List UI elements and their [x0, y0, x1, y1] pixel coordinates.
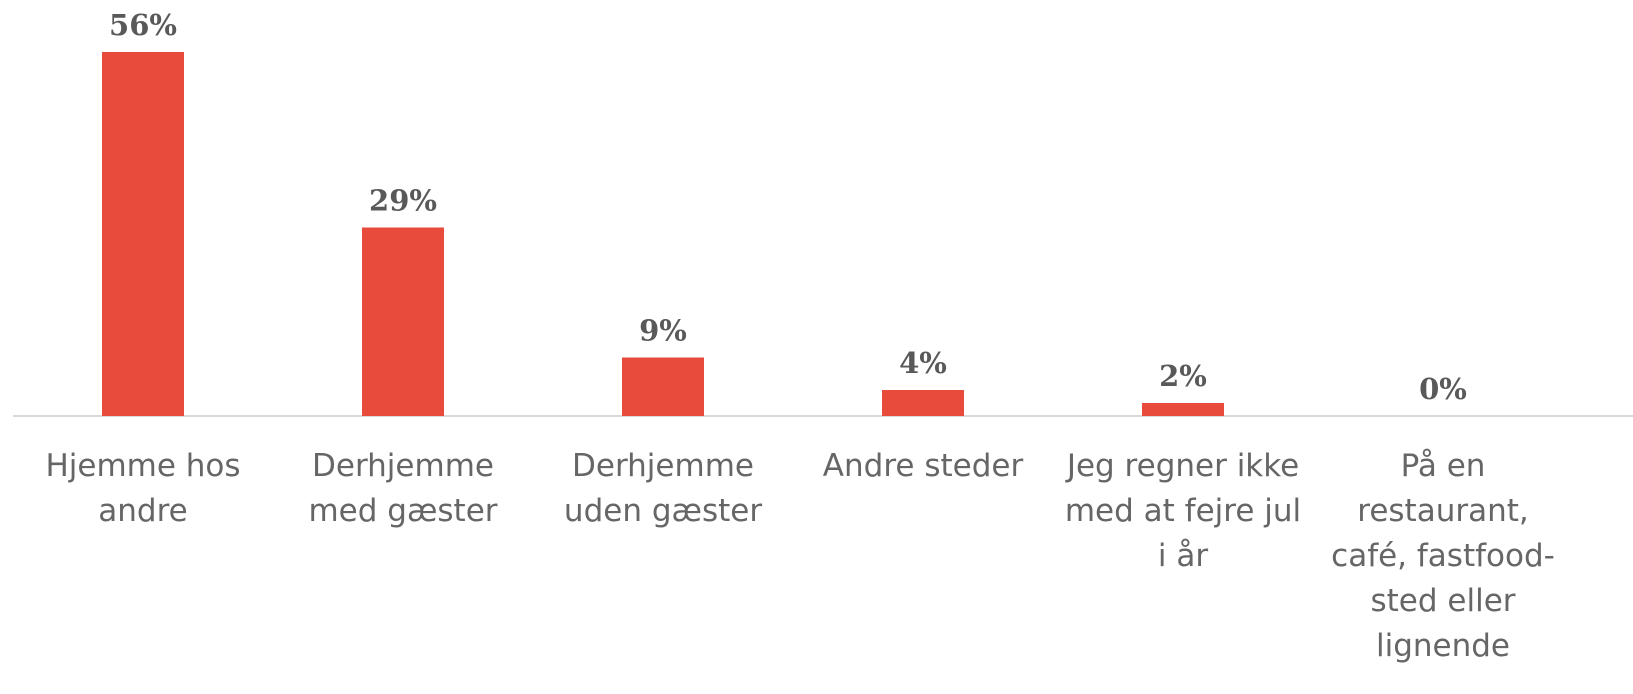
value-label: 29%: [369, 184, 437, 218]
bar: [622, 357, 704, 416]
value-label: 56%: [109, 8, 177, 42]
value-label: 2%: [1159, 359, 1207, 393]
x-tick-label: På en restaurant, café, fastfood-sted el…: [1331, 448, 1555, 664]
x-tick-label: Jeg regner ikke med at fejre jul i år: [1064, 448, 1302, 574]
x-tick-label: Derhjemme med gæster: [308, 448, 498, 529]
value-label: 9%: [639, 314, 687, 348]
x-tick-label: Hjemme hos andre: [45, 448, 241, 529]
bar: [362, 227, 444, 416]
bar: [1142, 403, 1224, 416]
x-tick-label: Derhjemme uden gæster: [563, 448, 763, 529]
value-label: 4%: [899, 346, 947, 380]
x-tick-label: Andre steder: [822, 448, 1024, 484]
bar: [102, 52, 184, 416]
bar: [882, 390, 964, 416]
value-label: 0%: [1419, 372, 1467, 406]
